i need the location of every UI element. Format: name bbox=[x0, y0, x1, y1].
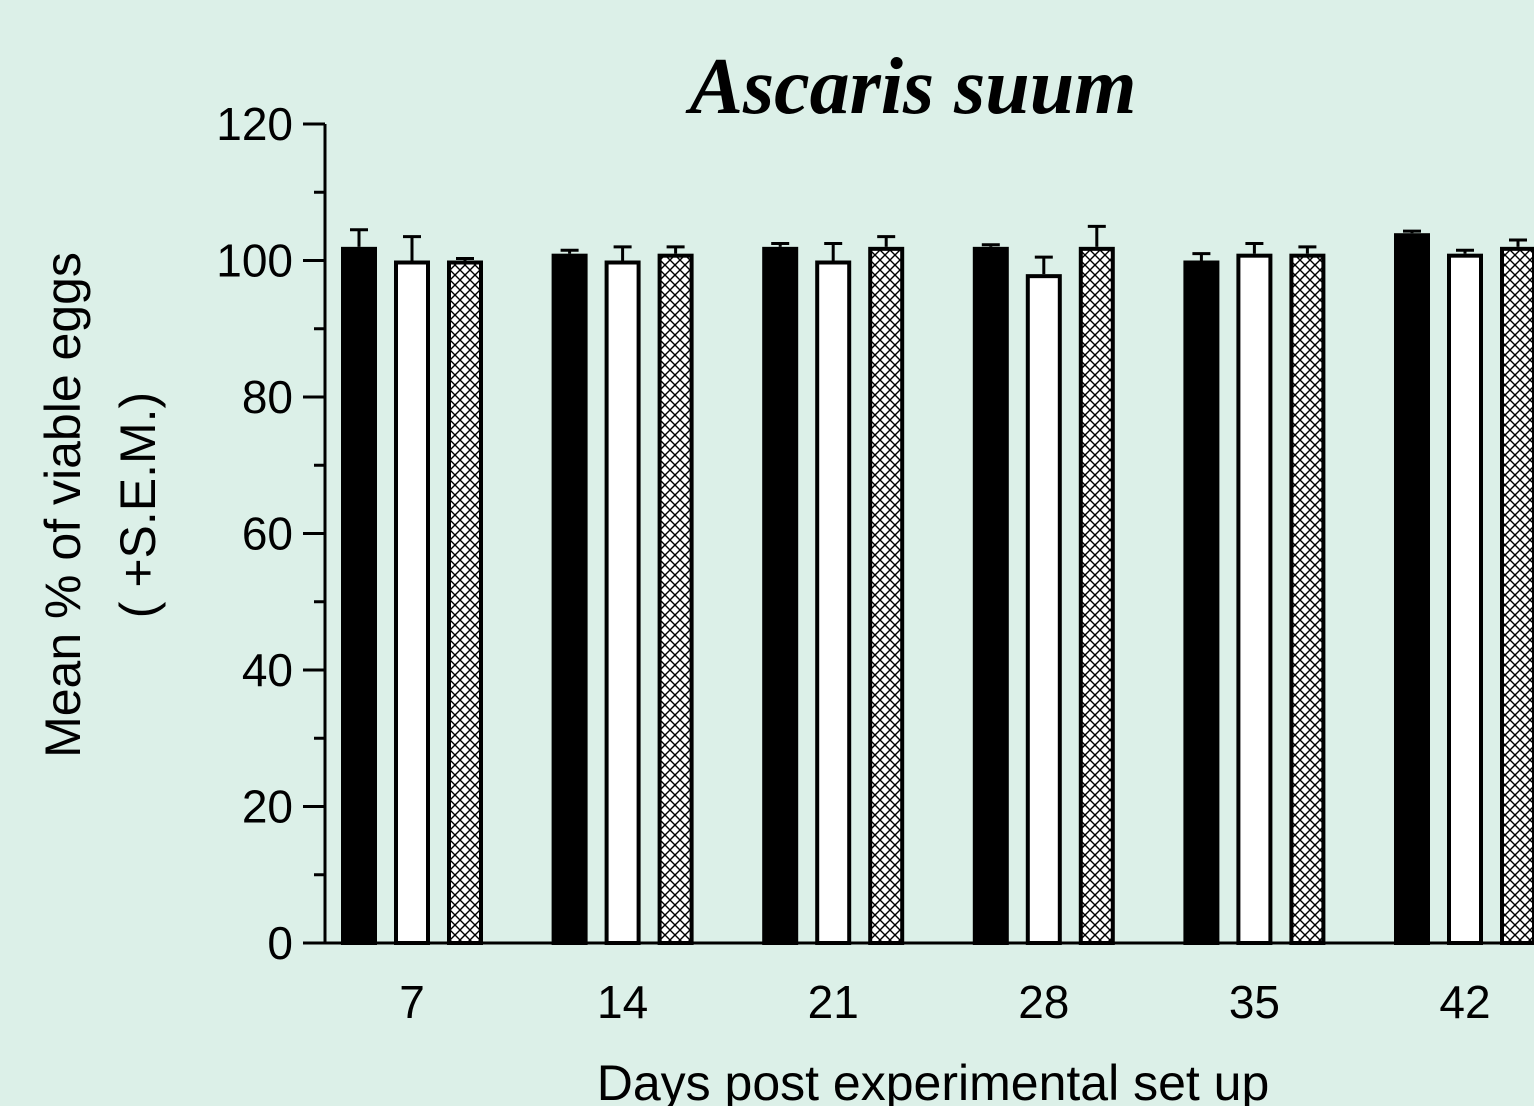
x-tick-label: 14 bbox=[597, 976, 648, 1028]
bar bbox=[1394, 233, 1430, 945]
x-tick-label: 28 bbox=[1018, 976, 1069, 1028]
x-tick-label: 21 bbox=[808, 976, 859, 1028]
bar-group-28 bbox=[972, 224, 1115, 946]
bar bbox=[1447, 253, 1483, 946]
x-tick-label: 42 bbox=[1439, 976, 1490, 1028]
bar bbox=[447, 260, 483, 945]
bars bbox=[341, 224, 1534, 946]
bar bbox=[1183, 260, 1220, 945]
bar bbox=[604, 260, 641, 945]
x-tick-label: 7 bbox=[399, 976, 425, 1028]
bar bbox=[394, 260, 430, 945]
bar bbox=[815, 260, 852, 945]
bar bbox=[1500, 246, 1534, 946]
bar-group-21 bbox=[762, 235, 905, 946]
y-tick-label: 40 bbox=[242, 644, 293, 696]
bar bbox=[972, 246, 1009, 946]
y-tick-label: 120 bbox=[216, 98, 293, 150]
y-axis-title: Mean % of viable eggs ( +S.E.M.) bbox=[35, 252, 166, 758]
bar-group-42 bbox=[1394, 229, 1534, 946]
y-tick-label: 60 bbox=[242, 508, 293, 560]
x-axis: 7 14 21 28 35 42 bbox=[303, 941, 1534, 1028]
x-axis-title: Days post experimental set up bbox=[597, 1055, 1270, 1106]
bar bbox=[1025, 274, 1062, 945]
x-tick-label: 35 bbox=[1229, 976, 1280, 1028]
bar bbox=[868, 246, 905, 946]
y-tick-label: 20 bbox=[242, 781, 293, 833]
y-tick-label: 100 bbox=[216, 235, 293, 287]
bar-group-7 bbox=[341, 228, 483, 946]
bar bbox=[1078, 246, 1115, 946]
y-axis: 0 20 40 60 80 100 120 bbox=[216, 98, 327, 969]
bar bbox=[657, 253, 694, 946]
bar bbox=[551, 253, 588, 946]
bar-group-14 bbox=[551, 245, 694, 946]
chart-title: Ascaris suum bbox=[685, 43, 1137, 131]
bar-group-35 bbox=[1183, 241, 1326, 946]
bar bbox=[341, 246, 377, 946]
y-tick-label: 80 bbox=[242, 371, 293, 423]
bar bbox=[1289, 253, 1326, 946]
y-axis-title-line2: ( +S.E.M.) bbox=[110, 392, 166, 618]
y-axis-title-line1: Mean % of viable eggs bbox=[35, 252, 91, 758]
bar bbox=[762, 246, 799, 946]
y-tick-label: 0 bbox=[267, 917, 293, 969]
bar bbox=[1236, 253, 1273, 946]
